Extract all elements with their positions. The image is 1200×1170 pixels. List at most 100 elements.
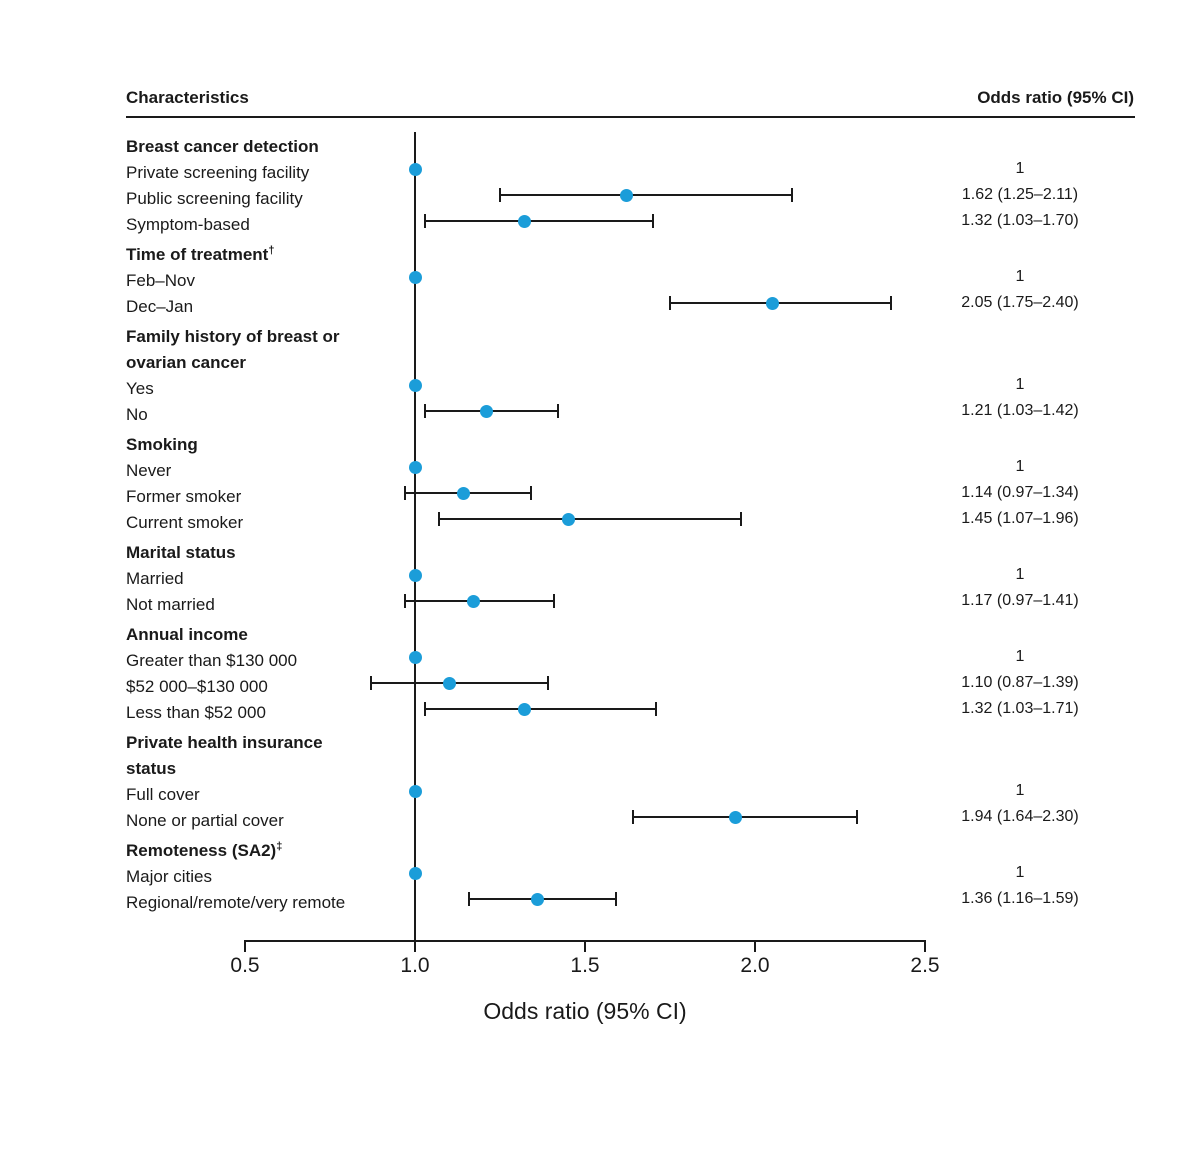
axis-tick bbox=[584, 940, 586, 952]
or-dot bbox=[409, 569, 422, 582]
row-label: No bbox=[126, 405, 148, 424]
row-label: Regional/remote/very remote bbox=[126, 893, 346, 912]
ci-cap-high bbox=[740, 512, 742, 526]
or-dot bbox=[531, 893, 544, 906]
group-header-row: Private health insurance bbox=[0, 730, 1200, 756]
or-value: 1 bbox=[1015, 458, 1025, 475]
or-dot bbox=[409, 379, 422, 392]
or-dot bbox=[409, 461, 422, 474]
forest-row: Feb–Nov 1 bbox=[0, 268, 1200, 294]
axis-tick-label: 0.5 bbox=[230, 954, 260, 977]
group-header-label: Family history of breast or bbox=[126, 327, 340, 346]
or-dot bbox=[409, 651, 422, 664]
row-label: Feb–Nov bbox=[126, 271, 195, 290]
or-dot bbox=[467, 595, 480, 608]
or-dot bbox=[518, 215, 531, 228]
group-header-row: Time of treatment† bbox=[0, 242, 1200, 268]
or-value: 1 bbox=[1015, 864, 1025, 881]
or-value: 1 bbox=[1015, 376, 1025, 393]
ci-bar bbox=[439, 518, 741, 520]
footnote-marker: † bbox=[268, 244, 275, 257]
column-header-characteristics: Characteristics bbox=[126, 88, 249, 107]
row-label: Private screening facility bbox=[126, 163, 310, 182]
or-value: 1.17 (0.97–1.41) bbox=[961, 592, 1079, 609]
ci-cap-low bbox=[404, 594, 406, 608]
row-label: Full cover bbox=[126, 785, 200, 804]
forest-rows-container: Breast cancer detection Private screening… bbox=[0, 134, 1200, 916]
ci-cap-high bbox=[530, 486, 532, 500]
forest-row: Not married 1.17 (0.97–1.41) bbox=[0, 592, 1200, 618]
or-value: 1 bbox=[1015, 268, 1025, 285]
or-dot bbox=[409, 163, 422, 176]
ci-bar bbox=[500, 194, 792, 196]
ci-cap-low bbox=[468, 892, 470, 906]
or-dot bbox=[409, 867, 422, 880]
row-label: Never bbox=[126, 461, 172, 480]
or-dot bbox=[409, 785, 422, 798]
ci-bar bbox=[371, 682, 548, 684]
axis-tick-label: 2.5 bbox=[910, 954, 940, 977]
row-label: Symptom-based bbox=[126, 215, 250, 234]
x-axis-title: Odds ratio (95% CI) bbox=[483, 998, 687, 1024]
group-header-row: Smoking bbox=[0, 432, 1200, 458]
or-dot bbox=[457, 487, 470, 500]
ci-cap-high bbox=[615, 892, 617, 906]
ci-bar bbox=[425, 220, 653, 222]
ci-cap-high bbox=[557, 404, 559, 418]
or-value: 1.32 (1.03–1.70) bbox=[961, 212, 1079, 229]
or-dot bbox=[518, 703, 531, 716]
group-header-label: Marital status bbox=[126, 543, 236, 562]
row-label: Dec–Jan bbox=[126, 297, 194, 316]
group-header-label: Annual income bbox=[126, 625, 248, 644]
or-value: 2.05 (1.75–2.40) bbox=[961, 294, 1079, 311]
axis-tick bbox=[754, 940, 756, 952]
forest-row: Symptom-based 1.32 (1.03–1.70) bbox=[0, 212, 1200, 238]
forest-row: No 1.21 (1.03–1.42) bbox=[0, 402, 1200, 428]
reference-line-or-1 bbox=[414, 132, 416, 941]
row-label: Major cities bbox=[126, 867, 212, 886]
axis-tick bbox=[244, 940, 246, 952]
ci-cap-low bbox=[404, 486, 406, 500]
ci-cap-high bbox=[547, 676, 549, 690]
forest-row: Private screening facility 1 bbox=[0, 160, 1200, 186]
row-label: $52 000–$130 000 bbox=[126, 677, 268, 696]
ci-cap-high bbox=[890, 296, 892, 310]
or-value: 1.14 (0.97–1.34) bbox=[961, 484, 1079, 501]
or-value: 1 bbox=[1015, 648, 1025, 665]
ci-cap-low bbox=[438, 512, 440, 526]
or-value: 1.94 (1.64–2.30) bbox=[961, 808, 1079, 825]
ci-cap-high bbox=[856, 810, 858, 824]
or-value: 1 bbox=[1015, 160, 1025, 177]
or-dot bbox=[443, 677, 456, 690]
row-label: Greater than $130 000 bbox=[126, 651, 298, 670]
ci-cap-low bbox=[669, 296, 671, 310]
axis-tick bbox=[414, 940, 416, 952]
row-label: Public screening facility bbox=[126, 189, 303, 208]
forest-row: Greater than $130 000 1 bbox=[0, 648, 1200, 674]
group-header-row: Family history of breast or bbox=[0, 324, 1200, 350]
group-header-row: status bbox=[0, 756, 1200, 782]
group-header-row: Breast cancer detection bbox=[0, 134, 1200, 160]
forest-row: Yes 1 bbox=[0, 376, 1200, 402]
ci-cap-low bbox=[424, 404, 426, 418]
group-header-row: Marital status bbox=[0, 540, 1200, 566]
or-value: 1.45 (1.07–1.96) bbox=[961, 510, 1079, 527]
ci-cap-high bbox=[655, 702, 657, 716]
forest-row: Public screening facility 1.62 (1.25–2.11… bbox=[0, 186, 1200, 212]
row-label: Former smoker bbox=[126, 487, 242, 506]
ci-cap-high bbox=[652, 214, 654, 228]
group-header-label: Remoteness (SA2)‡ bbox=[126, 840, 283, 860]
footnote-marker: ‡ bbox=[276, 840, 283, 853]
forest-row: $52 000–$130 000 1.10 (0.87–1.39) bbox=[0, 674, 1200, 700]
header-rule bbox=[126, 116, 1135, 118]
forest-row: Full cover 1 bbox=[0, 782, 1200, 808]
or-value: 1 bbox=[1015, 782, 1025, 799]
ci-cap-low bbox=[424, 214, 426, 228]
forest-row: Never 1 bbox=[0, 458, 1200, 484]
or-value: 1.62 (1.25–2.11) bbox=[961, 186, 1079, 203]
forest-row: Regional/remote/very remote 1.36 (1.16–1.… bbox=[0, 890, 1200, 916]
group-header-label: status bbox=[126, 759, 177, 778]
or-dot bbox=[409, 271, 422, 284]
row-label: Married bbox=[126, 569, 184, 588]
